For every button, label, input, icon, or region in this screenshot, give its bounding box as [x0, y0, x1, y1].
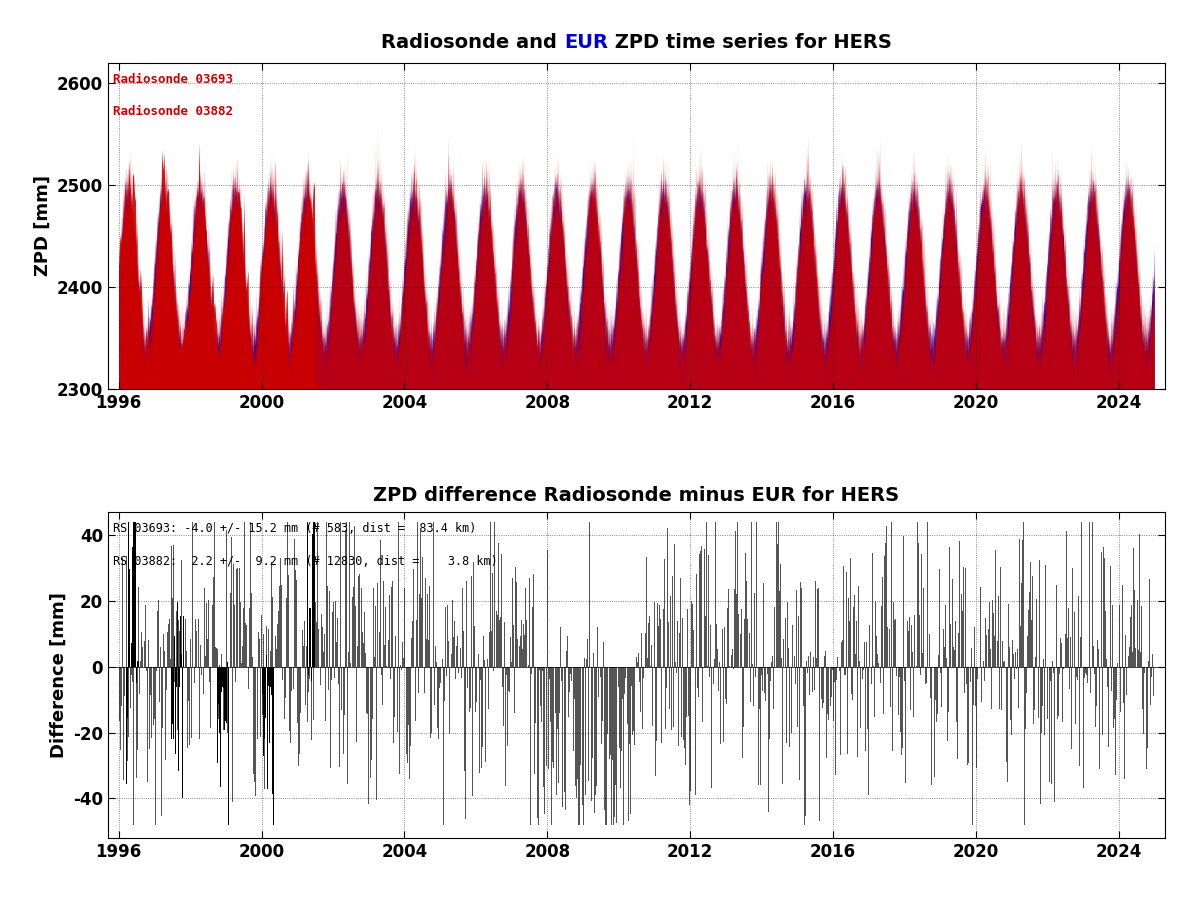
Text: Radiosonde and: Radiosonde and: [381, 33, 564, 52]
Y-axis label: ZPD [mm]: ZPD [mm]: [34, 176, 52, 277]
Text: EUR: EUR: [564, 33, 608, 52]
Text: ZPD time series for HERS: ZPD time series for HERS: [608, 33, 892, 52]
Text: RS 03693: -4.0 +/- 15.2 mm (# 583, dist =  83.4 km): RS 03693: -4.0 +/- 15.2 mm (# 583, dist …: [113, 522, 477, 535]
Text: Radiosonde 03693: Radiosonde 03693: [113, 73, 233, 86]
Text: RS 03882:  2.2 +/-  9.2 mm (# 12830, dist =    3.8 km): RS 03882: 2.2 +/- 9.2 mm (# 12830, dist …: [113, 555, 498, 568]
Title: ZPD difference Radiosonde minus EUR for HERS: ZPD difference Radiosonde minus EUR for …: [374, 487, 900, 505]
Text: Radiosonde 03882: Radiosonde 03882: [113, 105, 233, 118]
Y-axis label: Difference [mm]: Difference [mm]: [49, 592, 67, 758]
